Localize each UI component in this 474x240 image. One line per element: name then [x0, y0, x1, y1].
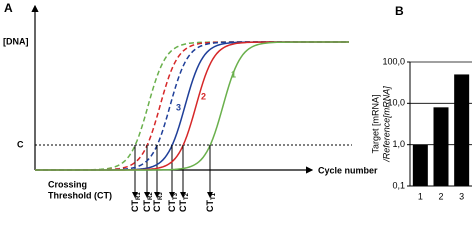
ct-text: CT — [130, 200, 140, 212]
y-axis-label: [DNA] — [3, 36, 29, 46]
ct-label: CTR1 — [130, 192, 141, 212]
curve — [35, 41, 349, 171]
ct-text: CT — [178, 200, 188, 212]
bar — [454, 74, 470, 186]
ct-subscript: R2 — [148, 192, 154, 200]
ct-subscript: T3 — [173, 192, 179, 200]
ct-label: CTT3 — [167, 192, 178, 212]
panel-label: B — [395, 4, 404, 18]
x-tick-label: 3 — [459, 191, 464, 201]
annotation: Threshold (CT) — [48, 190, 112, 200]
annotation: Crossing — [48, 179, 87, 189]
ct-subscript: R3 — [158, 192, 164, 200]
y-axis-label: /Reference[mRNA] — [381, 86, 391, 163]
curve — [35, 41, 349, 171]
x-tick-label: 1 — [418, 191, 423, 201]
y-tick-label: 0,1 — [392, 180, 405, 190]
bar — [412, 144, 428, 186]
ct-label: CTT2 — [178, 192, 189, 212]
threshold-label: C — [17, 139, 24, 149]
ct-text: CT — [152, 200, 162, 212]
figure: A [DNA] C Cycle number B CrossingThresho… — [3, 1, 472, 212]
ct-subscript: R1 — [136, 192, 142, 200]
y-tick-label: 1,0 — [392, 139, 405, 149]
ct-label: CTR3 — [152, 192, 163, 212]
curve — [35, 41, 349, 171]
panel-label: A — [4, 1, 13, 15]
curve-label: 2 — [201, 91, 206, 101]
bar — [433, 107, 449, 186]
curve — [35, 41, 349, 171]
curve — [35, 41, 349, 171]
x-axis-label: Cycle number — [318, 165, 378, 175]
ct-text: CT — [167, 200, 177, 212]
y-tick-label: 10,0 — [387, 98, 405, 108]
y-tick-label: 100,0 — [382, 56, 405, 66]
y-axis-label: Target [mRNA] — [370, 94, 380, 153]
ct-text: CT — [142, 200, 152, 212]
curve-label: 3 — [176, 102, 181, 112]
ct-subscript: T1 — [211, 192, 217, 200]
ct-subscript: T2 — [184, 192, 190, 200]
ct-label: CTT1 — [205, 192, 216, 212]
ct-label: CTR2 — [142, 192, 153, 212]
x-tick-label: 2 — [438, 191, 443, 201]
ct-text: CT — [205, 200, 215, 212]
curve — [35, 41, 349, 171]
curve-label: 1 — [231, 69, 236, 79]
